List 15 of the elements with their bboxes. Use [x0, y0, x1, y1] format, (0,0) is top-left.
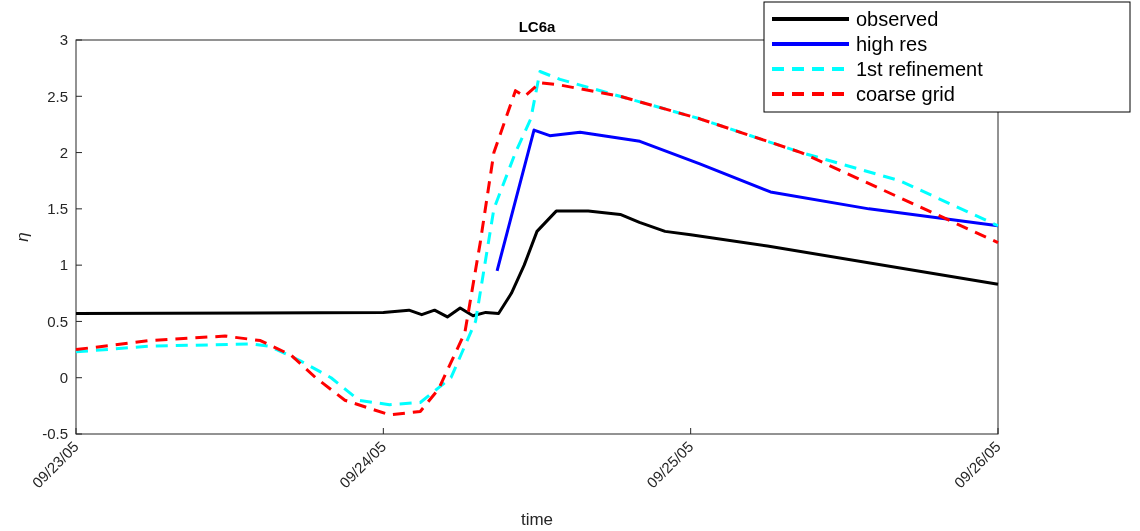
y-tick-label: 2.5	[47, 87, 68, 105]
legend-label: 1st refinement	[856, 58, 984, 80]
legend-label: coarse grid	[856, 83, 955, 105]
legend-label: observed	[856, 8, 939, 30]
y-axis-title: η	[13, 232, 32, 242]
y-tick-label: 0.5	[47, 312, 68, 330]
y-tick-label: 3	[59, 31, 68, 49]
chart-title: LC6a	[518, 18, 556, 35]
x-axis-title: time	[520, 510, 554, 529]
y-tick-label: 1	[59, 256, 68, 274]
y-tick-label: 1.5	[47, 200, 68, 218]
y-tick-label: 0	[59, 368, 68, 386]
y-tick-label: 2	[59, 143, 68, 161]
y-tick-label: -0.5	[42, 425, 68, 443]
legend-label: high res	[856, 33, 928, 55]
